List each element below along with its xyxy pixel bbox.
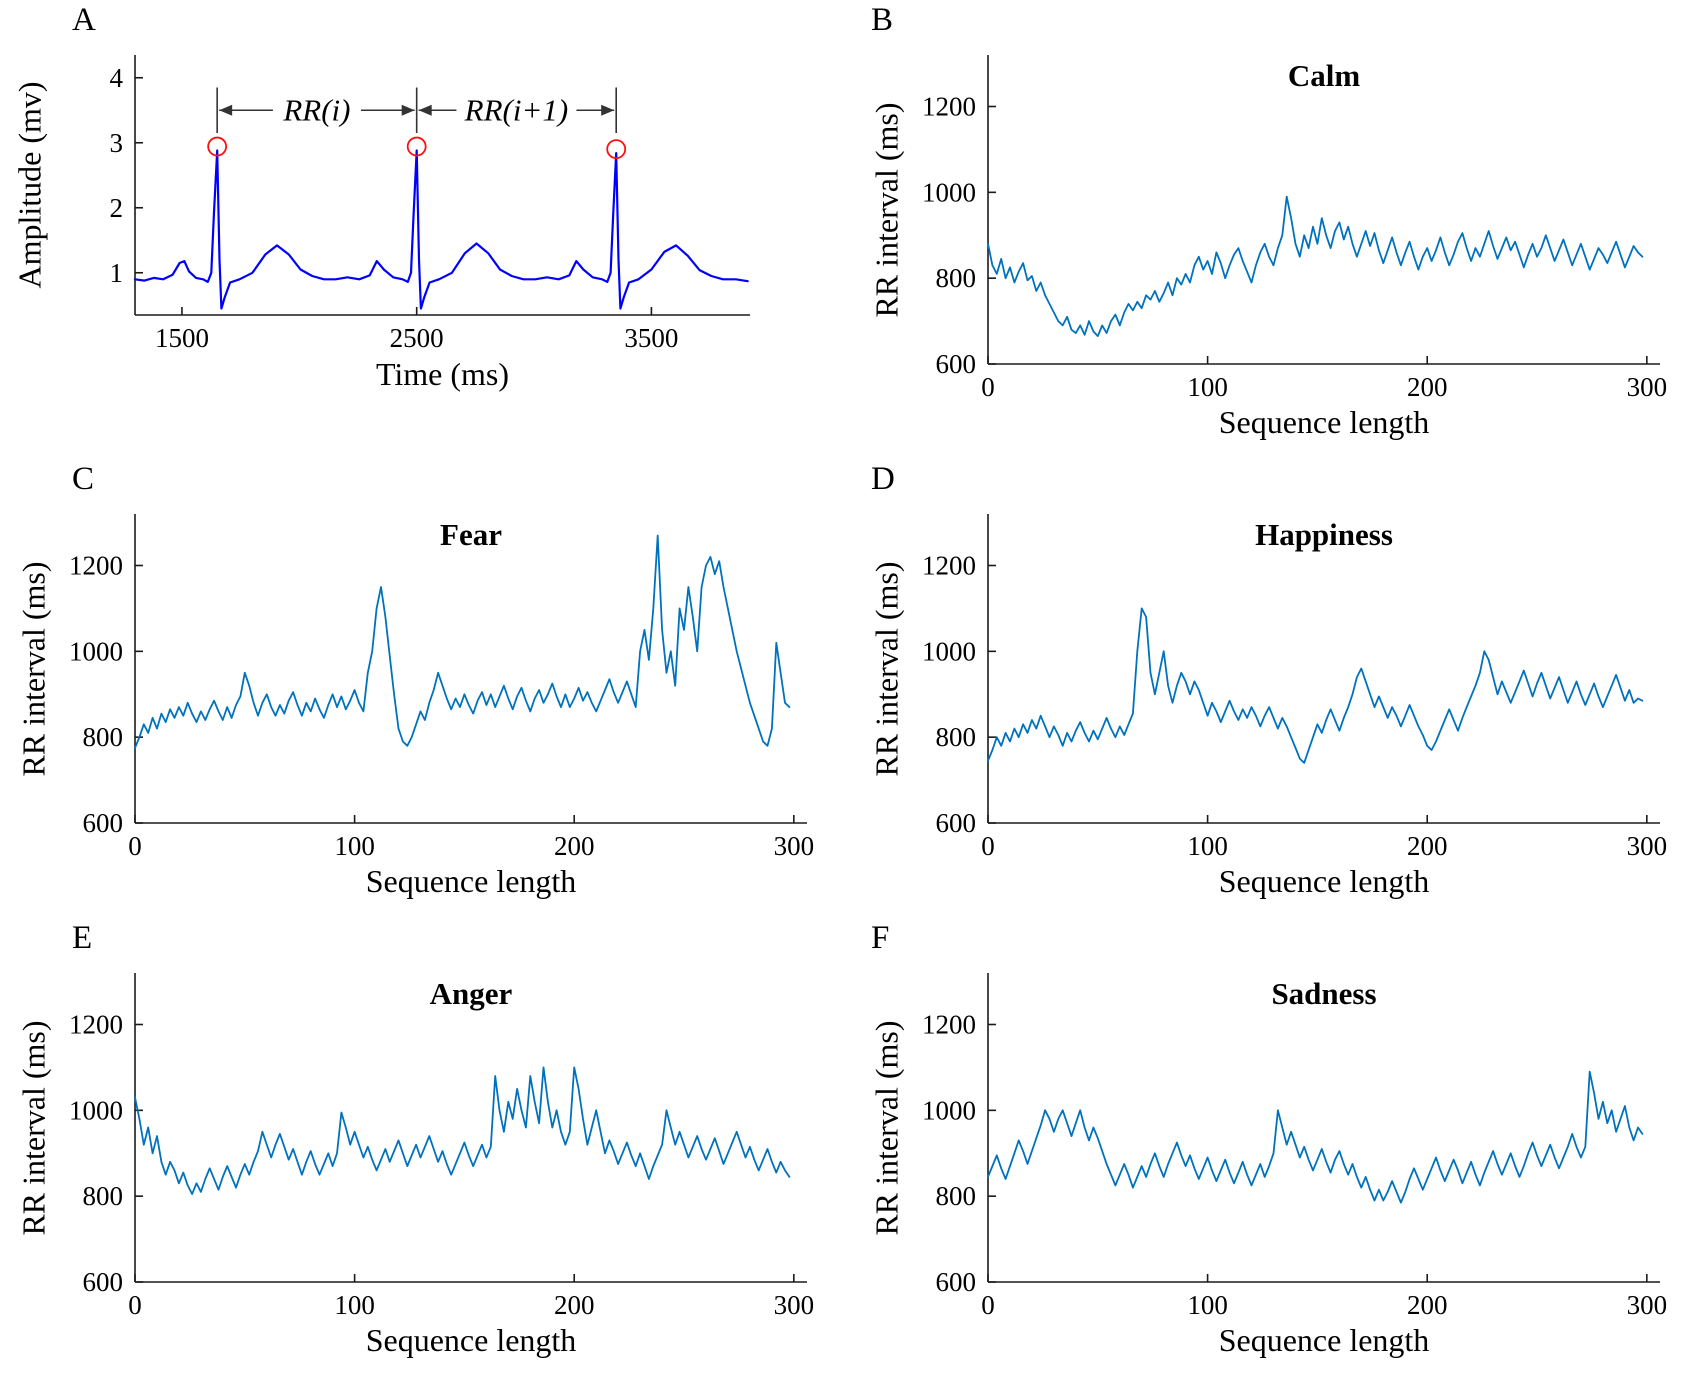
panel-c-fear: C Fear RR interval (ms) Sequence length … bbox=[0, 459, 852, 918]
svg-text:0: 0 bbox=[981, 372, 995, 402]
svg-text:300: 300 bbox=[774, 1290, 815, 1320]
svg-text:1000: 1000 bbox=[922, 636, 976, 666]
svg-text:600: 600 bbox=[83, 808, 124, 838]
svg-text:100: 100 bbox=[334, 831, 375, 861]
panel-letter-a: A bbox=[72, 2, 96, 38]
x-axis-label-b: Sequence length bbox=[1218, 404, 1430, 440]
sadness-rr-plot: 0 100 200 300 600 800 1000 1200 bbox=[922, 973, 1668, 1320]
svg-text:100: 100 bbox=[1187, 372, 1228, 402]
svg-text:2500: 2500 bbox=[390, 323, 444, 353]
svg-text:4: 4 bbox=[110, 63, 124, 93]
svg-text:800: 800 bbox=[936, 722, 977, 752]
svg-text:300: 300 bbox=[1627, 831, 1668, 861]
svg-text:800: 800 bbox=[936, 263, 977, 293]
svg-text:200: 200 bbox=[1407, 1290, 1448, 1320]
panel-letter-d: D bbox=[871, 461, 895, 497]
panel-letter-c: C bbox=[72, 461, 95, 497]
svg-text:1: 1 bbox=[110, 258, 124, 288]
svg-text:RR(i+1): RR(i+1) bbox=[464, 92, 569, 127]
panel-letter-f: F bbox=[871, 920, 890, 956]
svg-text:1000: 1000 bbox=[922, 1095, 976, 1125]
x-axis-label-d: Sequence length bbox=[1218, 863, 1430, 899]
x-axis-label-a: Time (ms) bbox=[375, 356, 510, 392]
plot-title-calm: Calm bbox=[1287, 58, 1361, 93]
panel-e-anger: E Anger RR interval (ms) Sequence length… bbox=[0, 918, 852, 1377]
svg-text:600: 600 bbox=[936, 808, 977, 838]
panel-letter-b: B bbox=[871, 2, 894, 38]
svg-text:1000: 1000 bbox=[69, 1095, 123, 1125]
svg-text:100: 100 bbox=[1187, 831, 1228, 861]
plot-title-happiness: Happiness bbox=[1255, 517, 1393, 552]
panel-d-happiness: D Happiness RR interval (ms) Sequence le… bbox=[853, 459, 1705, 918]
panel-letter-e: E bbox=[72, 920, 93, 956]
svg-text:300: 300 bbox=[1627, 1290, 1668, 1320]
svg-text:1200: 1200 bbox=[922, 92, 976, 122]
svg-text:1200: 1200 bbox=[69, 1010, 123, 1040]
svg-text:200: 200 bbox=[1407, 831, 1448, 861]
panel-f-sadness: F Sadness RR interval (ms) Sequence leng… bbox=[853, 918, 1705, 1377]
svg-text:0: 0 bbox=[128, 831, 142, 861]
svg-text:600: 600 bbox=[936, 1267, 977, 1297]
x-axis-label-c: Sequence length bbox=[365, 863, 577, 899]
svg-text:1500: 1500 bbox=[155, 323, 209, 353]
ecg-plot: 1500 2500 3500 1 2 3 4 RR(i) RR(i+1) bbox=[110, 55, 750, 353]
svg-text:600: 600 bbox=[83, 1267, 124, 1297]
svg-text:200: 200 bbox=[554, 831, 595, 861]
plot-title-fear: Fear bbox=[440, 517, 502, 552]
svg-text:200: 200 bbox=[554, 1290, 595, 1320]
svg-text:800: 800 bbox=[83, 1181, 124, 1211]
svg-text:RR(i): RR(i) bbox=[282, 92, 350, 127]
fear-rr-plot: 0 100 200 300 600 800 1000 1200 bbox=[69, 514, 815, 861]
svg-text:1000: 1000 bbox=[922, 177, 976, 207]
svg-text:300: 300 bbox=[774, 831, 815, 861]
plot-title-anger: Anger bbox=[429, 976, 513, 1011]
svg-text:2: 2 bbox=[110, 193, 124, 223]
svg-text:800: 800 bbox=[936, 1181, 977, 1211]
svg-text:300: 300 bbox=[1627, 372, 1668, 402]
anger-rr-plot: 0 100 200 300 600 800 1000 1200 bbox=[69, 973, 815, 1320]
x-axis-label-e: Sequence length bbox=[365, 1322, 577, 1358]
svg-text:3: 3 bbox=[110, 128, 124, 158]
svg-text:800: 800 bbox=[83, 722, 124, 752]
x-axis-label-f: Sequence length bbox=[1218, 1322, 1430, 1358]
panel-b-calm: B Calm RR interval (ms) Sequence length … bbox=[853, 0, 1705, 459]
svg-text:3500: 3500 bbox=[624, 323, 678, 353]
svg-text:0: 0 bbox=[981, 831, 995, 861]
calm-rr-plot: 0 100 200 300 600 800 1000 1200 bbox=[922, 55, 1668, 402]
svg-text:0: 0 bbox=[981, 1290, 995, 1320]
happiness-rr-plot: 0 100 200 300 600 800 1000 1200 bbox=[922, 514, 1668, 861]
svg-text:600: 600 bbox=[936, 349, 977, 379]
panel-a-ecg: A Amplitude (mv) Time (ms) 1500 2500 3500 1… bbox=[0, 0, 852, 459]
svg-text:1200: 1200 bbox=[922, 1010, 976, 1040]
svg-text:100: 100 bbox=[334, 1290, 375, 1320]
svg-text:1200: 1200 bbox=[69, 551, 123, 581]
svg-text:100: 100 bbox=[1187, 1290, 1228, 1320]
svg-text:1000: 1000 bbox=[69, 636, 123, 666]
svg-text:0: 0 bbox=[128, 1290, 142, 1320]
svg-text:200: 200 bbox=[1407, 372, 1448, 402]
svg-text:1200: 1200 bbox=[922, 551, 976, 581]
plot-title-sadness: Sadness bbox=[1271, 976, 1377, 1011]
